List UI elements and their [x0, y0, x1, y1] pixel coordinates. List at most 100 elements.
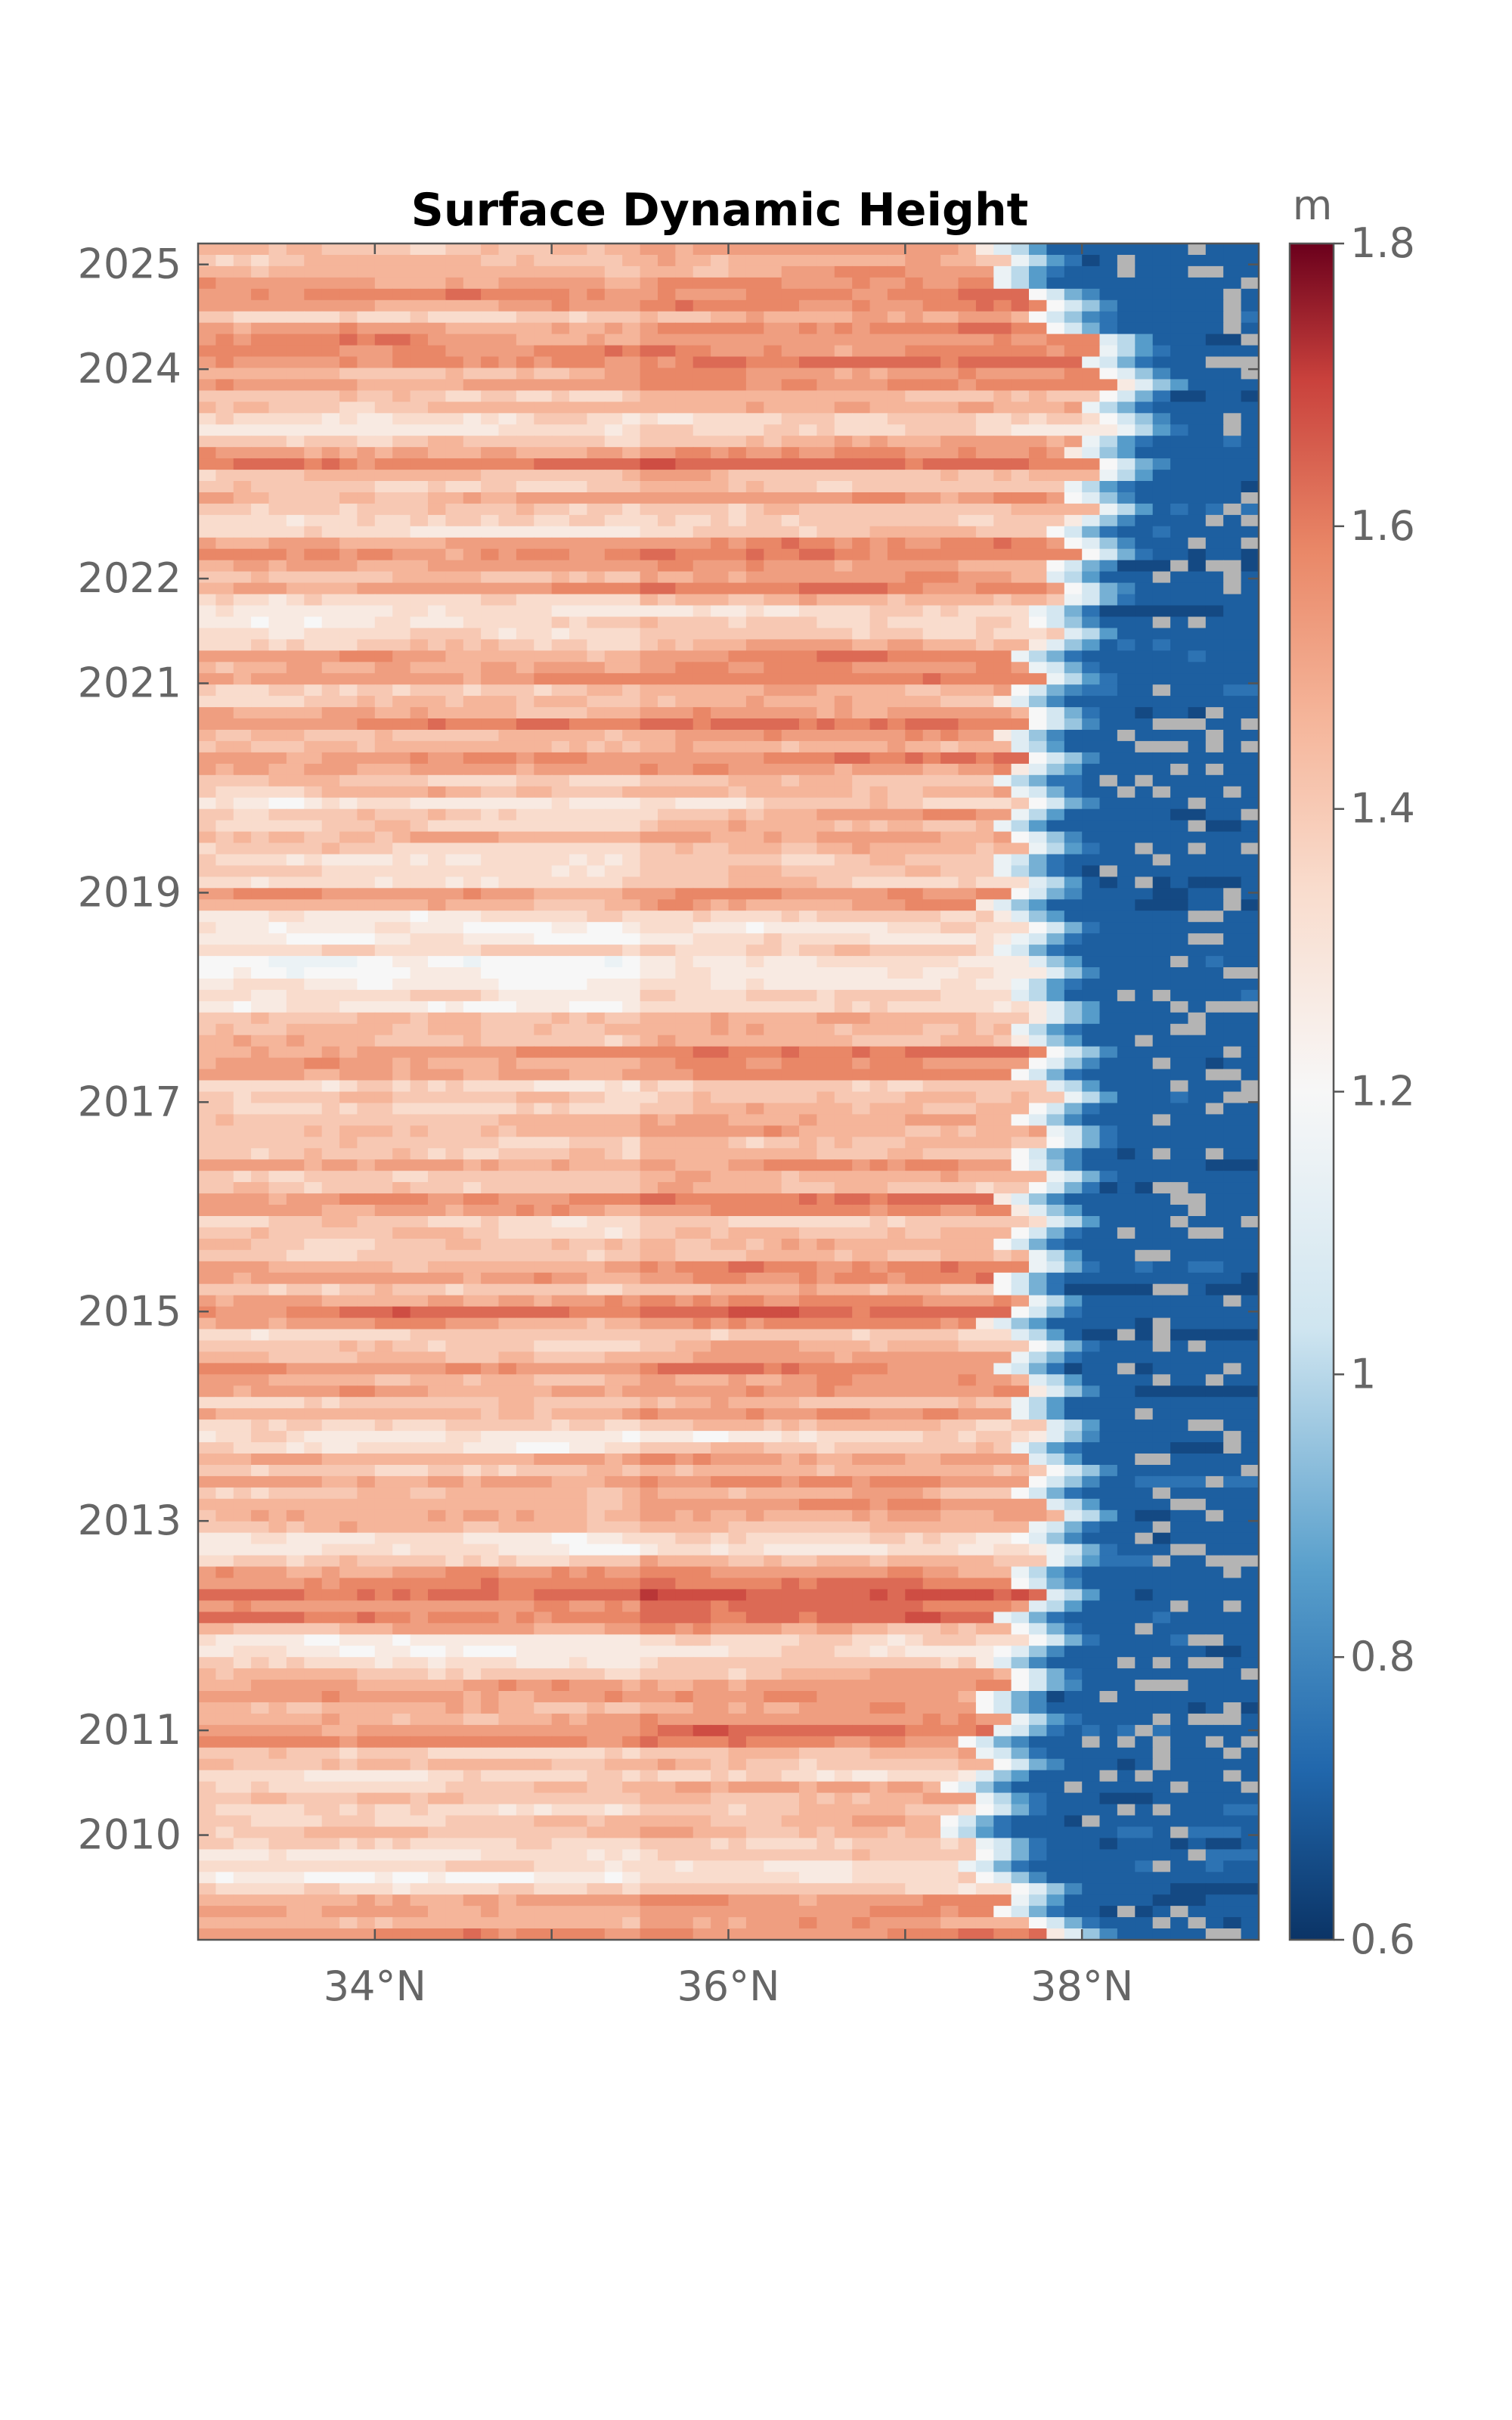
- heatmap-cell: [993, 1069, 1012, 1081]
- heatmap-cell: [1135, 808, 1154, 821]
- heatmap-cell: [975, 334, 994, 346]
- heatmap-cell: [781, 447, 800, 459]
- heatmap-cell: [374, 1103, 393, 1115]
- heatmap-cell: [1099, 1035, 1118, 1047]
- heatmap-cell: [958, 345, 977, 358]
- heatmap-cell: [1241, 1091, 1259, 1104]
- heatmap-cell: [321, 447, 340, 459]
- heatmap-cell: [551, 876, 570, 889]
- heatmap-cell: [764, 526, 782, 538]
- heatmap-cell: [321, 402, 340, 414]
- heatmap-cell: [321, 797, 340, 810]
- heatmap-cell: [1082, 1046, 1101, 1059]
- heatmap-cell: [428, 390, 446, 402]
- heatmap-cell: [1099, 1069, 1118, 1081]
- heatmap-cell: [1029, 956, 1047, 968]
- heatmap-cell: [233, 616, 252, 629]
- heatmap-cell: [286, 447, 305, 459]
- heatmap-cell: [1011, 560, 1030, 572]
- heatmap-cell: [975, 842, 994, 855]
- heatmap-cell: [587, 379, 606, 391]
- heatmap-cell: [392, 594, 411, 607]
- heatmap-cell: [321, 662, 340, 674]
- heatmap-cell: [675, 288, 694, 301]
- heatmap-cell: [781, 718, 800, 731]
- heatmap-cell: [1011, 696, 1030, 708]
- heatmap-cell: [834, 673, 853, 685]
- heatmap-cell: [728, 594, 747, 607]
- heatmap-cell: [1082, 356, 1101, 369]
- heatmap-cell: [799, 277, 817, 290]
- heatmap-cell: [781, 989, 800, 1002]
- heatmap-cell: [799, 390, 817, 402]
- heatmap-cell: [374, 334, 393, 346]
- heatmap-cell: [1188, 628, 1207, 640]
- heatmap-cell: [958, 752, 977, 765]
- heatmap-cell: [251, 368, 270, 380]
- heatmap-cell: [215, 854, 234, 867]
- heatmap-cell: [374, 1114, 393, 1126]
- heatmap-cell: [922, 696, 941, 708]
- heatmap-cell: [658, 311, 676, 324]
- heatmap-cell: [463, 277, 482, 290]
- heatmap-cell: [233, 786, 252, 799]
- heatmap-cell: [516, 1091, 534, 1104]
- heatmap-cell: [1135, 945, 1154, 957]
- heatmap-cell: [975, 1035, 994, 1047]
- heatmap-cell: [569, 582, 587, 595]
- heatmap-cell: [1046, 718, 1065, 731]
- heatmap-cell: [764, 763, 782, 776]
- heatmap-cell: [374, 1080, 393, 1093]
- heatmap-cell: [887, 345, 906, 358]
- heatmap-cell: [834, 979, 853, 991]
- heatmap-cell: [692, 514, 711, 527]
- heatmap-cell: [233, 763, 252, 776]
- heatmap-cell: [622, 514, 641, 527]
- heatmap-cell: [1099, 911, 1118, 923]
- heatmap-cell: [516, 707, 534, 719]
- heatmap-cell: [445, 933, 464, 945]
- heatmap-cell: [374, 865, 393, 877]
- heatmap-cell: [640, 447, 658, 459]
- heatmap-cell: [834, 707, 853, 719]
- heatmap-cell: [1064, 255, 1083, 267]
- heatmap-cell: [321, 1148, 340, 1160]
- heatmap-cell: [604, 989, 623, 1002]
- heatmap-cell: [658, 1069, 676, 1081]
- heatmap-cell: [321, 1159, 340, 1171]
- heatmap-cell: [1241, 774, 1259, 787]
- heatmap-cell: [692, 808, 711, 821]
- heatmap-cell: [428, 1125, 446, 1137]
- heatmap-cell: [905, 820, 924, 833]
- heatmap-cell: [198, 1001, 216, 1013]
- heatmap-cell: [481, 854, 500, 867]
- heatmap-cell: [852, 797, 871, 810]
- heatmap-cell: [498, 956, 517, 968]
- heatmap-cell: [1117, 1001, 1136, 1013]
- heatmap-cell: [852, 277, 871, 290]
- heatmap-cell: [852, 334, 871, 346]
- heatmap-cell: [799, 288, 817, 301]
- heatmap-cell: [1117, 1023, 1136, 1036]
- heatmap-cell: [1170, 933, 1189, 945]
- heatmap-cell: [428, 571, 446, 584]
- heatmap-field: [198, 244, 1259, 1940]
- heatmap-cell: [339, 730, 358, 742]
- heatmap-cell: [745, 345, 764, 358]
- heatmap-cell: [215, 730, 234, 742]
- heatmap-cell: [1135, 1159, 1154, 1171]
- heatmap-cell: [233, 628, 252, 640]
- heatmap-cell: [958, 379, 977, 391]
- heatmap-cell: [1241, 571, 1259, 584]
- heatmap-cell: [993, 560, 1012, 572]
- heatmap-cell: [940, 1080, 959, 1093]
- heatmap-cell: [286, 899, 305, 911]
- heatmap-cell: [604, 1159, 623, 1171]
- heatmap-cell: [640, 808, 658, 821]
- heatmap-cell: [1117, 639, 1136, 651]
- heatmap-cell: [233, 1012, 252, 1025]
- heatmap-cell: [286, 503, 305, 516]
- heatmap-cell: [445, 752, 464, 765]
- heatmap-cell: [304, 628, 323, 640]
- heatmap-cell: [781, 526, 800, 538]
